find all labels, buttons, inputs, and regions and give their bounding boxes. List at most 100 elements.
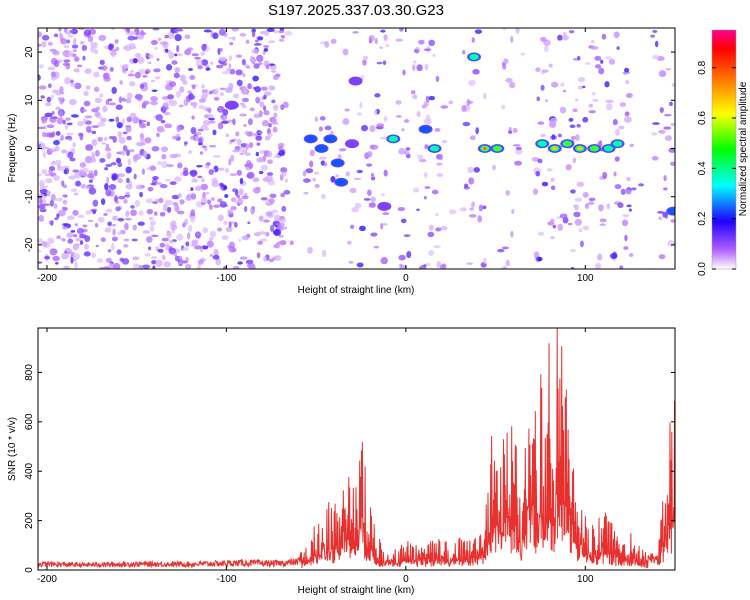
heatmap-speckle-blob bbox=[212, 32, 219, 40]
heatmap-speckle-blob bbox=[237, 261, 243, 265]
heatmap-speckle-blob bbox=[338, 148, 347, 152]
heatmap-speckle-blob bbox=[155, 114, 163, 121]
heatmap-speckle-blob bbox=[46, 96, 52, 103]
heatmap-speckle-blob bbox=[105, 208, 113, 213]
heatmap-speckle-blob bbox=[94, 222, 99, 228]
heatmap-speckle-blob bbox=[60, 37, 67, 45]
heatmap-speckle-blob bbox=[612, 118, 618, 126]
heatmap-speckle-blob bbox=[541, 181, 549, 187]
heatmap-speckle-blob bbox=[164, 178, 171, 182]
heatmap-speckle-blob bbox=[433, 245, 441, 249]
heatmap-speckle-blob bbox=[665, 67, 672, 71]
heatmap-speckle-blob bbox=[123, 244, 129, 248]
heatmap-speckle-blob bbox=[115, 116, 120, 123]
x-tick-label: 100 bbox=[577, 273, 594, 284]
heatmap-speckle-blob bbox=[167, 206, 172, 213]
heatmap-speckle-blob bbox=[544, 45, 549, 53]
heatmap-speckle-blob bbox=[565, 164, 572, 171]
heatmap-speckle-blob bbox=[575, 98, 579, 102]
heatmap-speckle-blob bbox=[194, 245, 202, 250]
heatmap-speckle-blob bbox=[265, 175, 274, 183]
heatmap-speckle-blob bbox=[595, 262, 602, 269]
heatmap-speckle-blob bbox=[478, 204, 484, 212]
heatmap-speckle-blob bbox=[670, 122, 675, 127]
heatmap-speckle-blob bbox=[252, 132, 258, 137]
heatmap-speckle-blob bbox=[382, 60, 387, 66]
heatmap-speckle-blob bbox=[406, 250, 412, 259]
heatmap-speckle-blob bbox=[91, 138, 98, 146]
heatmap-speckle-blob bbox=[79, 162, 87, 168]
heatmap-speckle-blob bbox=[225, 226, 233, 233]
heatmap-speckle-blob bbox=[235, 131, 240, 137]
heatmap-speckle-blob bbox=[395, 38, 403, 42]
heatmap-speckle-blob bbox=[549, 117, 558, 123]
heatmap-speckle-blob bbox=[217, 198, 223, 203]
heatmap-speckle-blob bbox=[93, 48, 99, 55]
heatmap-speckle-blob bbox=[537, 256, 543, 262]
heatmap-speckle-blob bbox=[256, 157, 265, 163]
heatmap-speckle-blob bbox=[142, 75, 148, 78]
heatmap-speckle-blob bbox=[587, 201, 595, 206]
heatmap-speckle-blob bbox=[125, 183, 133, 190]
heatmap-speckle-blob bbox=[152, 176, 159, 180]
heatmap-speckle-blob bbox=[76, 64, 83, 68]
heatmap-speckle-blob bbox=[159, 183, 168, 189]
heatmap-speckle-blob bbox=[51, 111, 55, 115]
heatmap-speckle-blob bbox=[256, 54, 264, 62]
heatmap-speckle-blob bbox=[260, 164, 269, 171]
heatmap-speckle-blob bbox=[100, 198, 106, 206]
heatmap-speckle-blob bbox=[253, 113, 261, 119]
heatmap-speckle-blob bbox=[269, 258, 274, 263]
heatmap-feature-blob bbox=[345, 139, 360, 149]
heatmap-speckle-blob bbox=[576, 55, 581, 61]
heatmap-speckle-blob bbox=[145, 236, 153, 243]
heatmap-speckle-blob bbox=[659, 107, 664, 113]
heatmap-speckle-blob bbox=[559, 213, 568, 219]
heatmap-speckle-blob bbox=[47, 66, 56, 71]
heatmap-speckle-blob bbox=[383, 223, 388, 226]
heatmap-speckle-blob bbox=[251, 30, 256, 38]
x-tick-label: -200 bbox=[37, 574, 57, 585]
heatmap-feature-blob bbox=[552, 146, 558, 151]
heatmap-speckle-blob bbox=[169, 239, 174, 244]
heatmap-speckle-blob bbox=[585, 62, 591, 65]
heatmap-speckle-blob bbox=[536, 96, 540, 102]
heatmap-speckle-blob bbox=[241, 58, 246, 66]
heatmap-speckle-blob bbox=[63, 59, 71, 63]
heatmap-speckle-blob bbox=[217, 105, 225, 113]
heatmap-speckle-blob bbox=[572, 157, 576, 164]
heatmap-speckle-blob bbox=[134, 199, 141, 207]
heatmap-speckle-blob bbox=[468, 214, 477, 218]
heatmap-speckle-blob bbox=[512, 127, 518, 134]
heatmap-speckle-blob bbox=[378, 46, 384, 50]
heatmap-speckle-blob bbox=[284, 178, 289, 183]
heatmap-speckle-blob bbox=[505, 77, 513, 83]
heatmap-speckle-blob bbox=[114, 39, 119, 44]
heatmap-speckle-blob bbox=[106, 152, 112, 160]
heatmap-speckle-blob bbox=[368, 34, 375, 42]
heatmap-speckle-blob bbox=[508, 130, 513, 134]
heatmap-speckle-blob bbox=[108, 184, 117, 191]
heatmap-speckle-blob bbox=[189, 135, 196, 140]
heatmap-speckle-blob bbox=[219, 47, 223, 52]
heatmap-speckle-blob bbox=[428, 249, 435, 256]
heatmap-speckle-blob bbox=[227, 209, 234, 215]
heatmap-speckle-blob bbox=[83, 90, 89, 96]
heatmap-speckle bbox=[38, 28, 675, 269]
heatmap-speckle-blob bbox=[263, 105, 267, 112]
heatmap-speckle-blob bbox=[185, 241, 190, 247]
heatmap-speckle-blob bbox=[208, 109, 212, 114]
heatmap-speckle-blob bbox=[159, 41, 168, 45]
heatmap-speckle-blob bbox=[201, 89, 209, 93]
heatmap-speckle-blob bbox=[277, 142, 285, 148]
heatmap-speckle-blob bbox=[412, 94, 418, 100]
heatmap-speckle-blob bbox=[212, 129, 217, 136]
heatmap-speckle-blob bbox=[161, 146, 169, 153]
heatmap-speckle-blob bbox=[98, 34, 107, 41]
heatmap-speckle-blob bbox=[253, 43, 262, 46]
heatmap-speckle-blob bbox=[69, 83, 77, 87]
heatmap-speckle-blob bbox=[108, 102, 117, 106]
heatmap-speckle-blob bbox=[252, 75, 259, 82]
heatmap-speckle-blob bbox=[535, 67, 541, 73]
colorbar-tick-label: 0.0 bbox=[697, 262, 708, 276]
